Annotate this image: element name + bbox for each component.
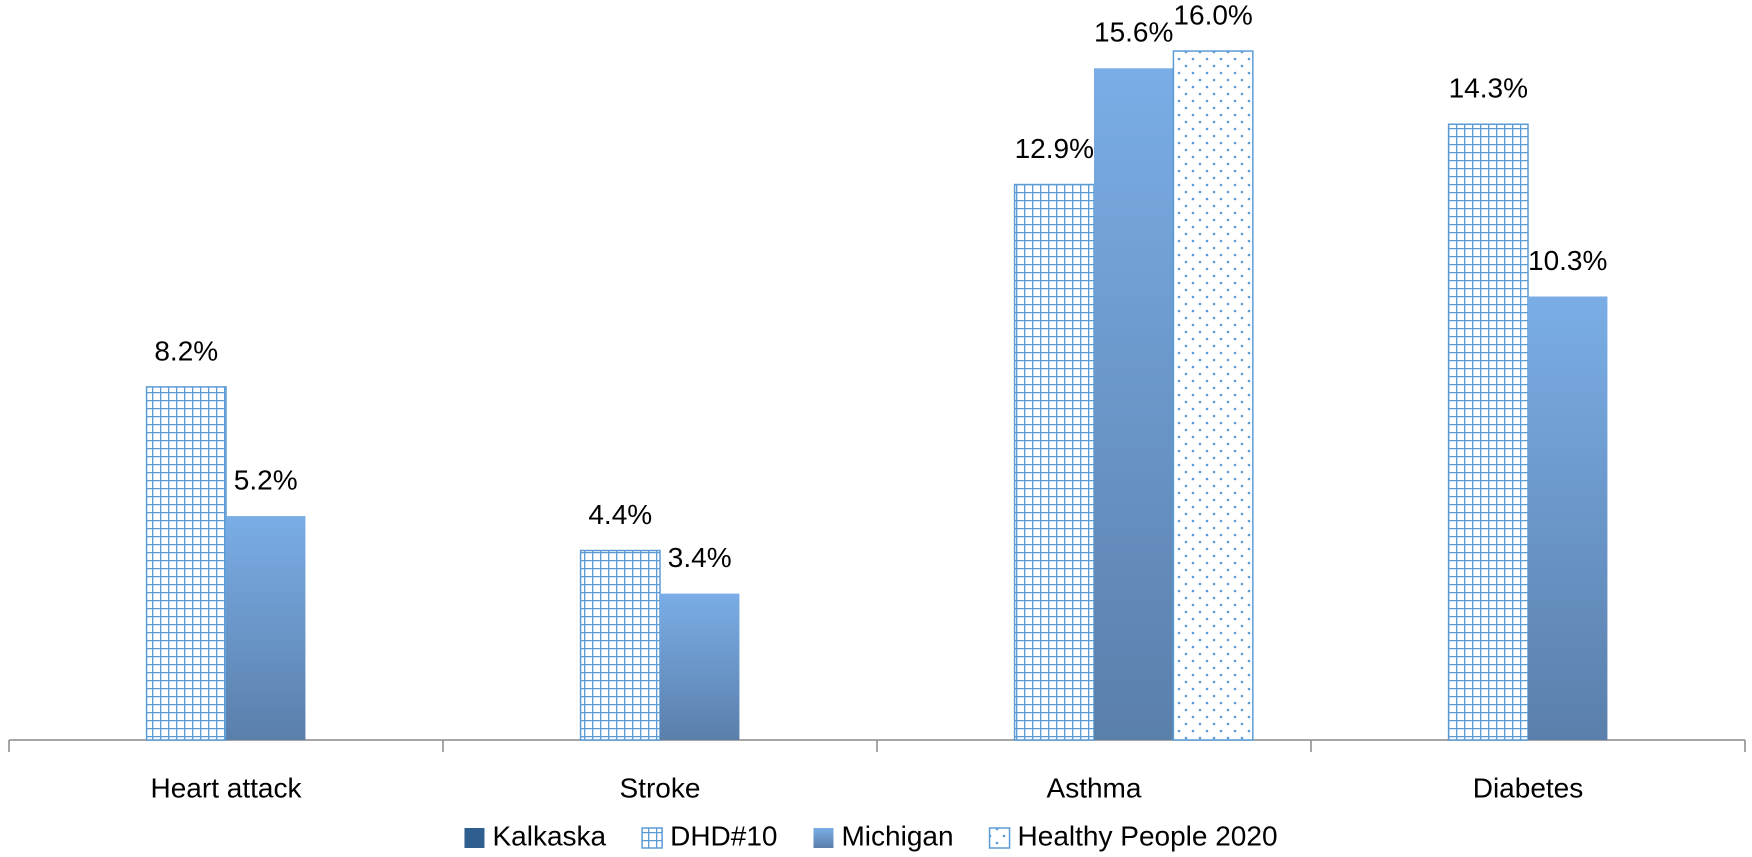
data-label: 8.2% xyxy=(154,335,218,366)
bar xyxy=(660,593,740,740)
bar xyxy=(579,549,661,741)
bar xyxy=(1172,50,1254,741)
legend-swatch xyxy=(813,828,834,848)
legend-label: Kalkaska xyxy=(492,820,606,851)
x-tick-label: Heart attack xyxy=(151,772,303,803)
bar xyxy=(226,516,306,740)
data-label: 14.3% xyxy=(1449,73,1528,104)
data-label: 15.6% xyxy=(1094,17,1173,48)
bar xyxy=(1447,123,1529,741)
legend-label: Michigan xyxy=(841,820,953,851)
legend-label: DHD#10 xyxy=(670,820,777,851)
legend-swatch xyxy=(641,827,663,849)
x-tick-label: Asthma xyxy=(1047,772,1142,803)
x-tick-label: Stroke xyxy=(620,772,701,803)
data-label: 16.0% xyxy=(1173,0,1252,30)
legend-swatch xyxy=(464,828,485,848)
data-label: 3.4% xyxy=(668,542,732,573)
bar xyxy=(1094,68,1174,741)
data-label: 12.9% xyxy=(1015,133,1094,164)
bar xyxy=(1013,183,1095,741)
legend-swatch xyxy=(988,827,1011,849)
bar xyxy=(145,386,227,741)
bar xyxy=(1528,296,1608,740)
data-label: 5.2% xyxy=(234,464,298,495)
data-label: 4.4% xyxy=(588,499,652,530)
x-tick-label: Diabetes xyxy=(1473,772,1584,803)
legend-label: Healthy People 2020 xyxy=(1018,820,1278,851)
data-label: 10.3% xyxy=(1528,245,1607,276)
